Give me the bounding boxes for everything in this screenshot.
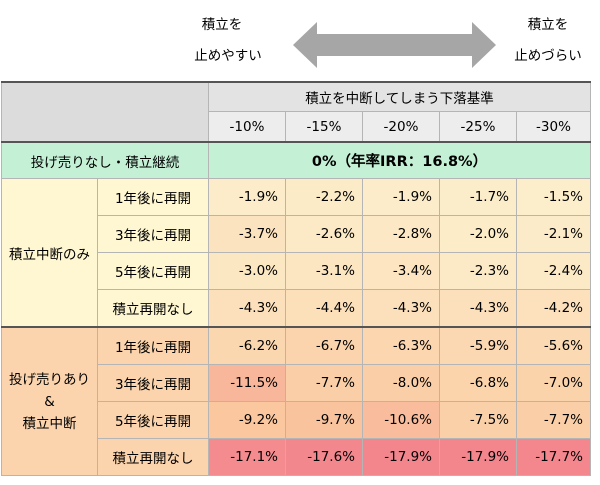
- column-header: -30%: [516, 111, 591, 143]
- value-cell: -7.7%: [285, 364, 363, 402]
- value-cell: -1.9%: [208, 178, 286, 216]
- group-label-line: 積立中断: [22, 415, 77, 432]
- value-cell: -2.6%: [285, 215, 363, 253]
- group-label-line: &: [44, 393, 55, 410]
- value-cell: -6.3%: [362, 326, 440, 365]
- row-label: 積立再開なし: [97, 438, 209, 476]
- column-header: -25%: [439, 111, 517, 143]
- easy-to-stop-label-line1: 積立を: [201, 17, 243, 33]
- value-cell: -5.9%: [439, 326, 517, 365]
- value-cell: -17.1%: [208, 438, 286, 476]
- value-cell: -2.3%: [439, 252, 517, 290]
- header-corner: [1, 81, 209, 143]
- group-label-line: 投げ売りあり: [9, 371, 90, 388]
- value-cell: -4.3%: [208, 289, 286, 328]
- value-cell: -2.0%: [439, 215, 517, 253]
- value-cell: -7.7%: [516, 401, 591, 439]
- table-row: 5年後に再開 -9.2% -9.7% -10.6% -7.5% -7.7%: [2, 401, 591, 439]
- table-row: 5年後に再開 -3.0% -3.1% -3.4% -2.3% -2.4%: [2, 252, 591, 290]
- value-cell: -1.5%: [516, 178, 591, 216]
- value-cell: -3.0%: [208, 252, 286, 290]
- table-row: 投げ売りあり & 積立中断 1年後に再開 -6.2% -6.7% -6.3% -5.9% -5.…: [1, 326, 591, 476]
- value-cell: -11.5%: [208, 364, 286, 402]
- value-cell: -3.7%: [208, 215, 286, 253]
- value-cell: -17.9%: [439, 438, 517, 476]
- row-label: 3年後に再開: [97, 364, 209, 402]
- value-cell: -4.2%: [516, 289, 591, 328]
- value-cell: -6.8%: [439, 364, 517, 402]
- column-header: -10%: [208, 111, 286, 143]
- value-cell: -9.2%: [208, 401, 286, 439]
- table-row: 積立中断のみ 1年後に再開 -1.9% -2.2% -1.9% -1.7% -1.5%: [1, 178, 591, 328]
- value-cell: -9.7%: [285, 401, 363, 439]
- value-cell: -2.2%: [285, 178, 363, 216]
- value-cell: -3.4%: [362, 252, 440, 290]
- row-label: 5年後に再開: [97, 252, 209, 290]
- loss-table: 積立を中断してしまう下落基準 -10% -15% -20% -25% -30% 投げ売り…: [1, 81, 591, 476]
- double-arrow-icon: [293, 22, 496, 68]
- value-cell: -7.5%: [439, 401, 517, 439]
- easy-to-stop-label-line2: 止めやすい: [194, 48, 262, 64]
- value-cell: -2.8%: [362, 215, 440, 253]
- column-header: -15%: [285, 111, 363, 143]
- row-label: 積立再開なし: [97, 289, 209, 328]
- hard-to-stop-label-line2: 止めづらい: [514, 48, 582, 64]
- value-cell: -6.7%: [285, 326, 363, 365]
- hard-to-stop-label-line1: 積立を: [527, 17, 569, 33]
- value-cell: -8.0%: [362, 364, 440, 402]
- row-label: 5年後に再開: [97, 401, 209, 439]
- value-cell: -7.0%: [516, 364, 591, 402]
- group-label: 積立中断のみ: [1, 178, 98, 328]
- baseline-label: 投げ売りなし・積立継続: [1, 141, 209, 179]
- value-cell: -4.4%: [285, 289, 363, 328]
- table-row: 積立再開なし -4.3% -4.4% -4.3% -4.3% -4.2%: [2, 289, 591, 328]
- table-row: 積立再開なし -17.1% -17.6% -17.9% -17.9% -17.7%: [2, 438, 591, 476]
- value-cell: -6.2%: [208, 326, 286, 365]
- table-row: 3年後に再開 -11.5% -7.7% -8.0% -6.8% -7.0%: [2, 364, 591, 402]
- header-title: 積立を中断してしまう下落基準: [208, 81, 591, 112]
- value-cell: -2.1%: [516, 215, 591, 253]
- value-cell: -1.9%: [362, 178, 440, 216]
- value-cell: -1.7%: [439, 178, 517, 216]
- value-cell: -3.1%: [285, 252, 363, 290]
- column-header: -20%: [362, 111, 440, 143]
- value-cell: -17.9%: [362, 438, 440, 476]
- value-cell: -2.4%: [516, 252, 591, 290]
- value-cell: -4.3%: [439, 289, 517, 328]
- group-label: 投げ売りあり & 積立中断: [1, 326, 98, 476]
- row-label: 1年後に再開: [97, 326, 209, 365]
- value-cell: -17.6%: [285, 438, 363, 476]
- row-label: 1年後に再開: [97, 178, 209, 216]
- value-cell: -5.6%: [516, 326, 591, 365]
- baseline-value: 0%（年率IRR：16.8%）: [208, 141, 591, 179]
- value-cell: -4.3%: [362, 289, 440, 328]
- row-label: 3年後に再開: [97, 215, 209, 253]
- value-cell: -17.7%: [516, 438, 591, 476]
- value-cell: -10.6%: [362, 401, 440, 439]
- table-row: 3年後に再開 -3.7% -2.6% -2.8% -2.0% -2.1%: [2, 215, 591, 253]
